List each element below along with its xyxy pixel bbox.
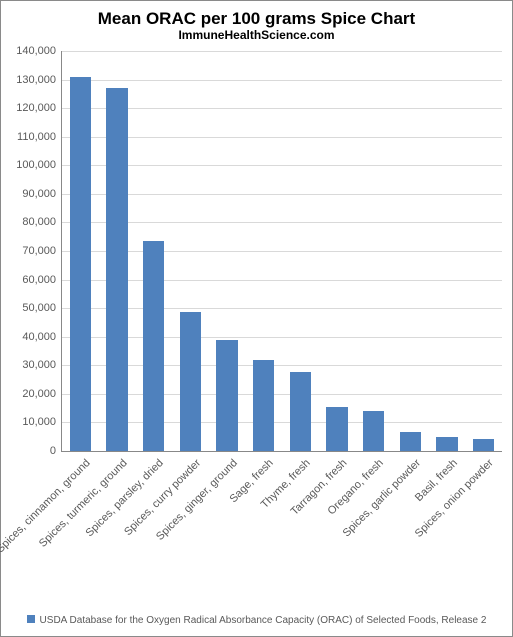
bar: [70, 77, 91, 451]
bar: [253, 360, 274, 451]
y-tick-label: 130,000: [16, 74, 62, 86]
y-tick-label: 40,000: [22, 331, 62, 343]
bar: [216, 340, 237, 451]
bar: [143, 241, 164, 451]
bar: [400, 432, 421, 451]
y-tick-label: 140,000: [16, 45, 62, 57]
bar: [363, 411, 384, 451]
bar: [180, 312, 201, 451]
bars-group: [62, 51, 502, 451]
y-tick-label: 0: [50, 445, 62, 457]
y-tick-label: 110,000: [17, 131, 62, 143]
y-tick-label: 30,000: [22, 359, 62, 371]
y-tick-label: 90,000: [22, 188, 62, 200]
legend-label: USDA Database for the Oxygen Radical Abs…: [40, 615, 487, 626]
y-tick-label: 100,000: [16, 159, 62, 171]
bar: [326, 407, 347, 451]
legend: USDA Database for the Oxygen Radical Abs…: [1, 615, 512, 626]
chart-title: Mean ORAC per 100 grams Spice Chart: [1, 9, 512, 29]
chart-container: Mean ORAC per 100 grams Spice Chart Immu…: [0, 0, 513, 637]
y-tick-label: 60,000: [22, 274, 62, 286]
y-tick-label: 50,000: [22, 302, 62, 314]
plot-area: 010,00020,00030,00040,00050,00060,00070,…: [61, 51, 502, 452]
bar: [473, 439, 494, 451]
bar: [436, 437, 457, 451]
y-tick-label: 80,000: [22, 216, 62, 228]
bar: [106, 88, 127, 451]
bar: [290, 372, 311, 451]
chart-subtitle: ImmuneHealthScience.com: [1, 29, 512, 43]
y-tick-label: 20,000: [22, 388, 62, 400]
chart-title-block: Mean ORAC per 100 grams Spice Chart Immu…: [1, 1, 512, 42]
y-tick-label: 10,000: [22, 416, 62, 428]
y-tick-label: 70,000: [22, 245, 62, 257]
y-tick-label: 120,000: [16, 102, 62, 114]
legend-marker: [27, 615, 35, 623]
